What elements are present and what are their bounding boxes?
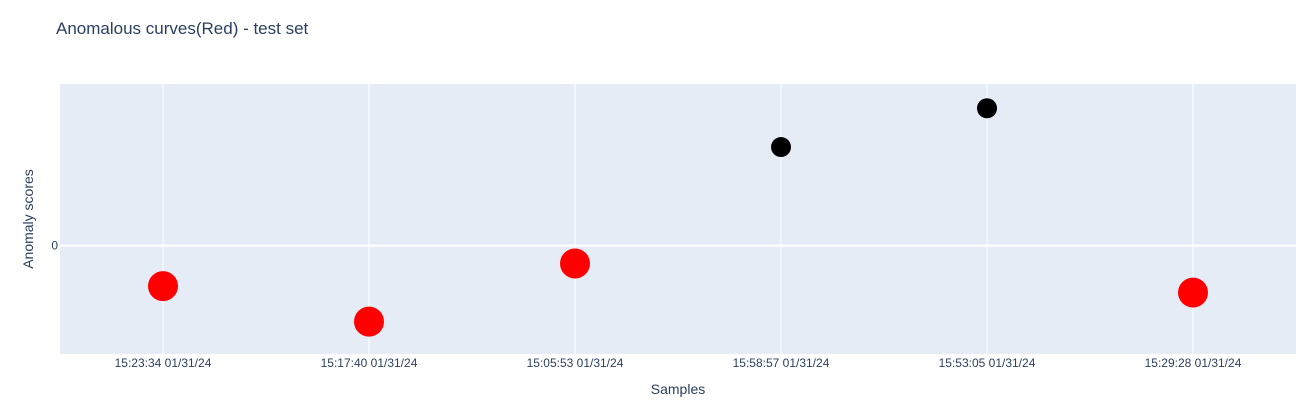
- plot-area: [60, 84, 1296, 354]
- x-tick-label: 15:17:40 01/31/24: [321, 356, 418, 370]
- y-tick-label: 0: [51, 239, 58, 253]
- y-axis-title: Anomaly scores: [20, 169, 36, 269]
- anomalous-point: [148, 271, 178, 302]
- x-tick-label: 15:23:34 01/31/24: [115, 356, 212, 370]
- x-axis-title: Samples: [651, 381, 705, 397]
- data-points: [148, 98, 1208, 337]
- anomalous-point: [560, 248, 590, 279]
- x-gridlines: [162, 84, 1194, 354]
- x-tick-label: 15:05:53 01/31/24: [527, 356, 624, 370]
- x-tick-label: 15:29:28 01/31/24: [1145, 356, 1242, 370]
- x-tick-label: 15:53:05 01/31/24: [939, 356, 1036, 370]
- anomalous-point: [354, 306, 384, 337]
- x-tick-labels: 15:23:34 01/31/24 15:17:40 01/31/24 15:05:…: [115, 356, 1242, 370]
- chart-title: Anomalous curves(Red) - test set: [56, 19, 309, 38]
- x-tick-label: 15:58:57 01/31/24: [733, 356, 830, 370]
- y-tick-labels: 0: [51, 239, 58, 253]
- normal-point: [977, 98, 997, 119]
- normal-point: [771, 137, 791, 158]
- anomalous-point: [1178, 277, 1208, 308]
